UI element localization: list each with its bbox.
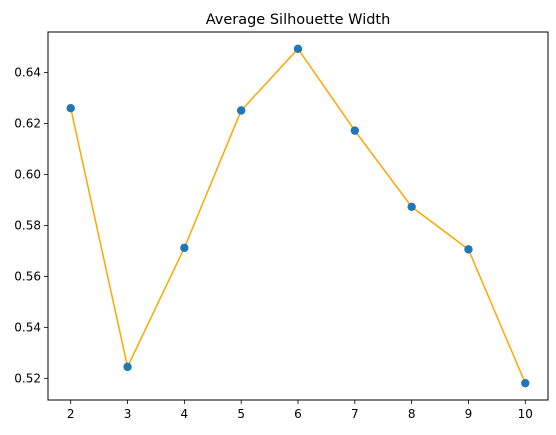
x-tick-label: 6 — [294, 407, 302, 421]
y-tick-label: 0.58 — [14, 218, 41, 232]
data-point — [464, 245, 473, 254]
y-tick-label: 0.56 — [14, 269, 41, 283]
y-tick-label: 0.62 — [14, 116, 41, 130]
x-tick-label: 10 — [518, 407, 533, 421]
y-tick-label: 0.64 — [14, 66, 41, 80]
data-point — [407, 202, 416, 212]
data-point — [123, 362, 132, 372]
x-tick-label: 4 — [181, 407, 189, 421]
x-tick-label: 5 — [237, 407, 245, 421]
chart-title: Average Silhouette Width — [206, 12, 391, 28]
series-line — [69, 47, 526, 384]
y-tick-label: 0.54 — [14, 320, 41, 334]
data-point — [66, 103, 75, 113]
x-tick-label: 7 — [351, 407, 359, 421]
data-point — [521, 378, 530, 388]
x-tick-label: 3 — [124, 407, 132, 421]
data-point — [293, 44, 303, 54]
y-tick-label: 0.52 — [14, 371, 41, 385]
x-tick-label: 8 — [408, 407, 416, 421]
x-tick-label: 2 — [67, 407, 75, 421]
data-point — [180, 243, 189, 253]
data-point — [236, 106, 246, 115]
plot-frame — [47, 31, 549, 401]
y-tick-label: 0.60 — [14, 167, 41, 181]
x-tick-label: 9 — [465, 407, 473, 421]
data-point — [350, 126, 360, 135]
